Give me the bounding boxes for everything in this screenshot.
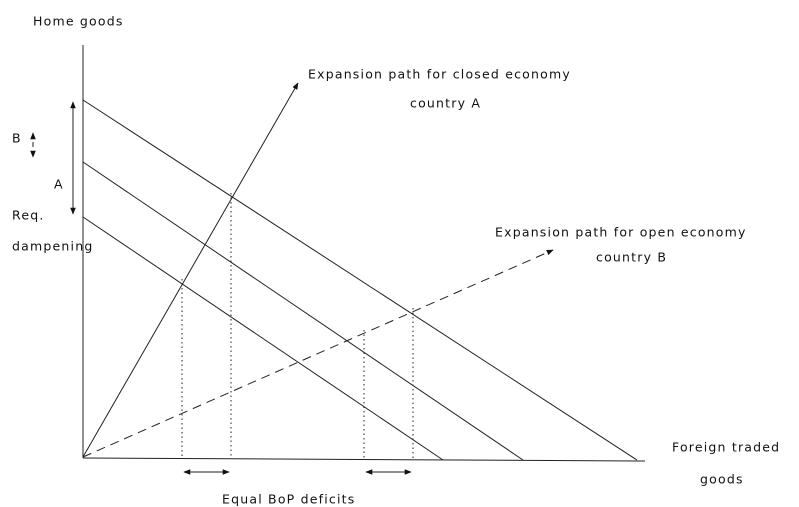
x-axis-label: goods (700, 472, 744, 487)
req-label: dampening (12, 239, 93, 254)
closed-path-label: country A (410, 96, 481, 111)
closed-path-label: Expansion path for closed economy (308, 67, 571, 82)
budget-line (82, 99, 638, 461)
dotted-guides (181, 193, 414, 458)
budget-line (82, 216, 444, 461)
label-a: A (54, 177, 64, 192)
budget-line (82, 161, 524, 461)
bottom-label: Equal BoP deficits (222, 492, 355, 507)
x-axis (82, 457, 646, 462)
x-axis-label: Foreign traded (672, 440, 780, 455)
axes (82, 45, 646, 462)
open-path-label: country B (596, 250, 667, 265)
y-axis-label: Home goods (33, 14, 124, 29)
closed-expansion-path (82, 82, 299, 458)
label-b: B (12, 131, 22, 146)
open-expansion-path (82, 249, 554, 458)
budget-lines (82, 99, 638, 461)
open-path-label: Expansion path for open economy (495, 225, 747, 240)
req-label: Req. (12, 208, 45, 223)
